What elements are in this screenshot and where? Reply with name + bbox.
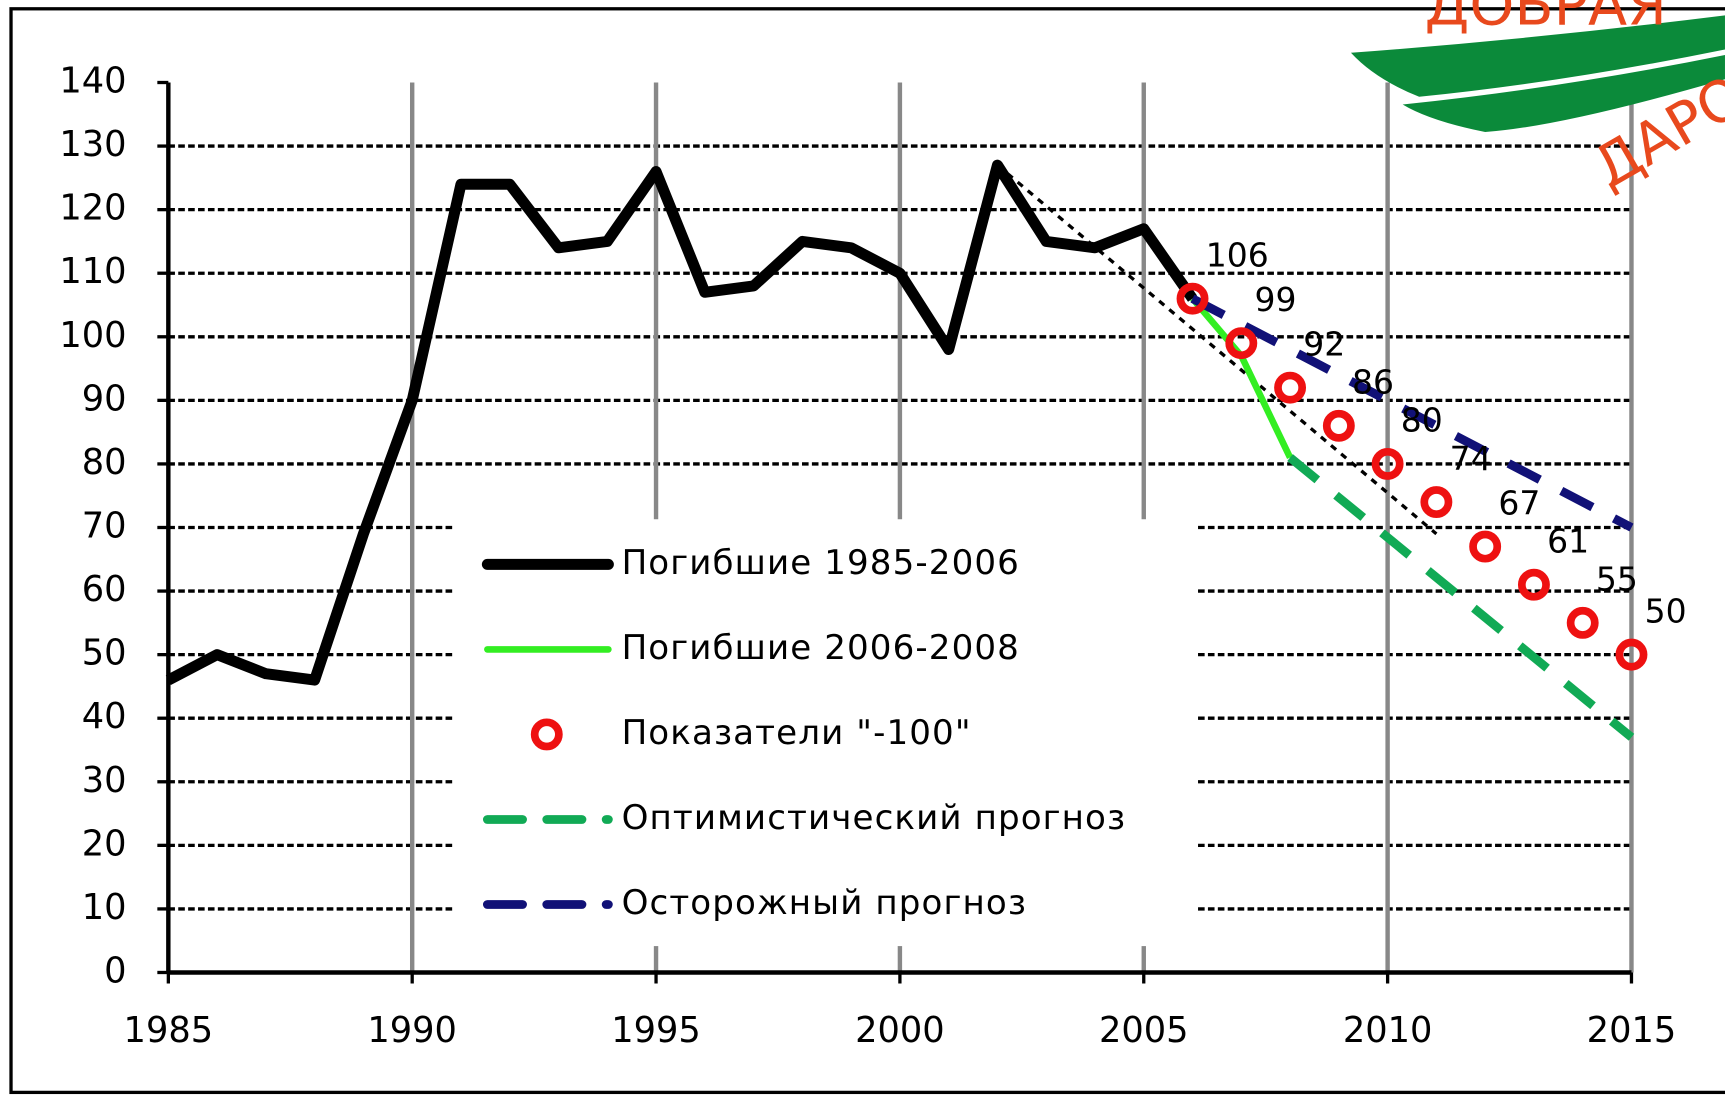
y-tick-label: 100: [59, 315, 126, 356]
y-tick-label: 120: [59, 188, 126, 229]
y-tick-label: 20: [82, 823, 127, 864]
line: [1190, 294, 1634, 532]
data-label: 92: [1303, 324, 1345, 363]
y-tick-label: 50: [82, 633, 127, 674]
data-label: 50: [1645, 591, 1687, 630]
marker: [1469, 530, 1502, 563]
y-tick-label: 60: [82, 569, 127, 610]
logo-swoosh: [1350, 15, 1725, 97]
legend-label: Осторожный прогноз: [622, 883, 1028, 923]
data-label: 74: [1450, 439, 1492, 478]
x-tick-label: 1995: [611, 1010, 701, 1051]
x-tick-label: 2005: [1099, 1010, 1189, 1051]
marker: [1420, 486, 1453, 519]
data-label: 80: [1401, 401, 1443, 440]
marker: [1225, 327, 1258, 360]
logo-swoosh: [1402, 55, 1725, 133]
data-label: 67: [1498, 483, 1540, 522]
line: [1287, 454, 1635, 741]
x-tick-label: 2010: [1343, 1010, 1433, 1051]
marker: [1615, 638, 1648, 671]
marker: [1517, 568, 1550, 601]
legend-box: [454, 519, 1196, 947]
y-tick-label: 80: [82, 442, 127, 483]
marker: [1371, 447, 1404, 480]
x-tick-label: 2015: [1587, 1010, 1677, 1051]
y-tick-label: 140: [59, 61, 126, 102]
y-tick-label: 130: [59, 124, 126, 165]
y-tick-label: 0: [104, 950, 126, 991]
legend-marker: [530, 718, 563, 751]
y-tick-label: 40: [82, 696, 127, 737]
x-tick-label: 1985: [124, 1010, 214, 1051]
y-tick-label: 70: [82, 505, 127, 546]
y-tick-label: 30: [82, 760, 127, 801]
data-label: 106: [1206, 235, 1269, 274]
line: [996, 163, 1438, 536]
data-label: 86: [1352, 362, 1394, 401]
legend-label: Погибшие 1985-2006: [622, 543, 1020, 583]
data-label: 55: [1596, 560, 1638, 599]
legend-label: Показатели "-100": [622, 713, 972, 753]
y-tick-label: 90: [82, 378, 127, 419]
x-tick-label: 1990: [367, 1010, 457, 1051]
marker: [1274, 371, 1307, 404]
marker: [1322, 409, 1355, 442]
x-tick-label: 2000: [855, 1010, 945, 1051]
legend-label: Погибшие 2006-2008: [622, 628, 1020, 668]
y-tick-label: 10: [82, 887, 127, 928]
marker: [1566, 606, 1599, 639]
frame: [9, 7, 1725, 1095]
logo-text: ДОБРАЯ: [1425, 0, 1667, 38]
line: [165, 159, 1198, 686]
data-label: 61: [1547, 521, 1589, 560]
marker: [1176, 282, 1209, 315]
legend-label: Оптимистический прогноз: [622, 798, 1127, 838]
y-tick-label: 110: [59, 251, 126, 292]
data-label: 99: [1255, 280, 1297, 319]
